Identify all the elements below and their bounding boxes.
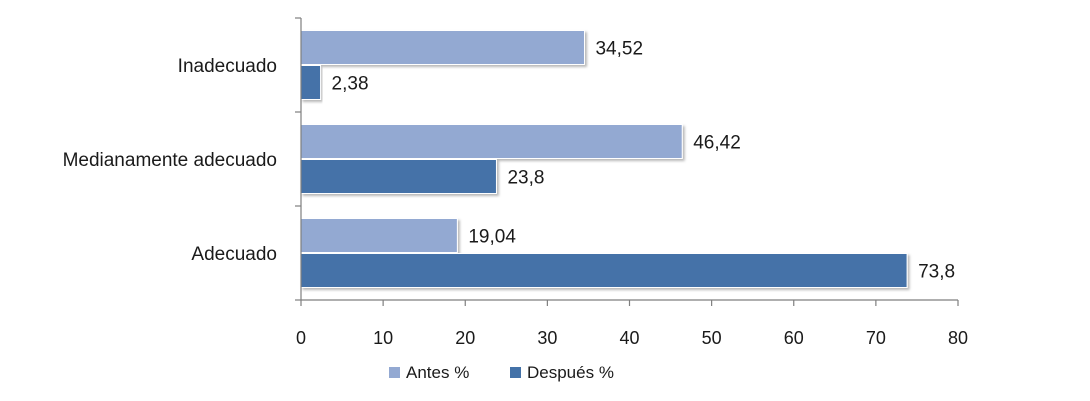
- data-label: 34,52: [595, 39, 643, 60]
- category-label: Inadecuado: [178, 56, 277, 77]
- bar: [300, 159, 497, 194]
- legend-label: Después %: [527, 363, 614, 382]
- data-label: 19,04: [468, 227, 516, 248]
- data-label: 73,8: [918, 262, 955, 283]
- x-tick-label: 60: [784, 328, 804, 348]
- bar: [300, 30, 585, 65]
- data-label: 46,42: [693, 133, 741, 154]
- x-tick-label: 30: [537, 328, 557, 348]
- legend-swatch: [510, 367, 521, 378]
- category-label: Medianamente adecuado: [63, 150, 277, 171]
- data-label: 23,8: [507, 168, 544, 189]
- data-label: 2,38: [332, 74, 369, 95]
- x-tick-label: 70: [866, 328, 886, 348]
- x-tick-label: 0: [296, 328, 306, 348]
- bar: [300, 253, 908, 288]
- legend-label: Antes %: [406, 363, 469, 382]
- bars-group: [300, 30, 908, 288]
- legend-swatch: [389, 367, 400, 378]
- x-tick-label: 10: [373, 328, 393, 348]
- category-label: Adecuado: [191, 244, 277, 265]
- x-tick-label: 50: [702, 328, 722, 348]
- x-tick-label: 20: [455, 328, 475, 348]
- bar: [300, 65, 322, 100]
- x-axis-ticks: 0 10 20 30 40 50 60 70 80: [296, 300, 968, 348]
- x-tick-label: 80: [948, 328, 968, 348]
- data-labels: 34,52 2,38 46,42 23,8 19,04 73,8: [332, 39, 956, 283]
- bar: [300, 218, 458, 253]
- x-tick-label: 40: [619, 328, 639, 348]
- bar: [300, 124, 683, 159]
- category-labels: Inadecuado Medianamente adecuado Adecuado: [63, 56, 277, 265]
- legend: Antes % Después %: [389, 363, 614, 382]
